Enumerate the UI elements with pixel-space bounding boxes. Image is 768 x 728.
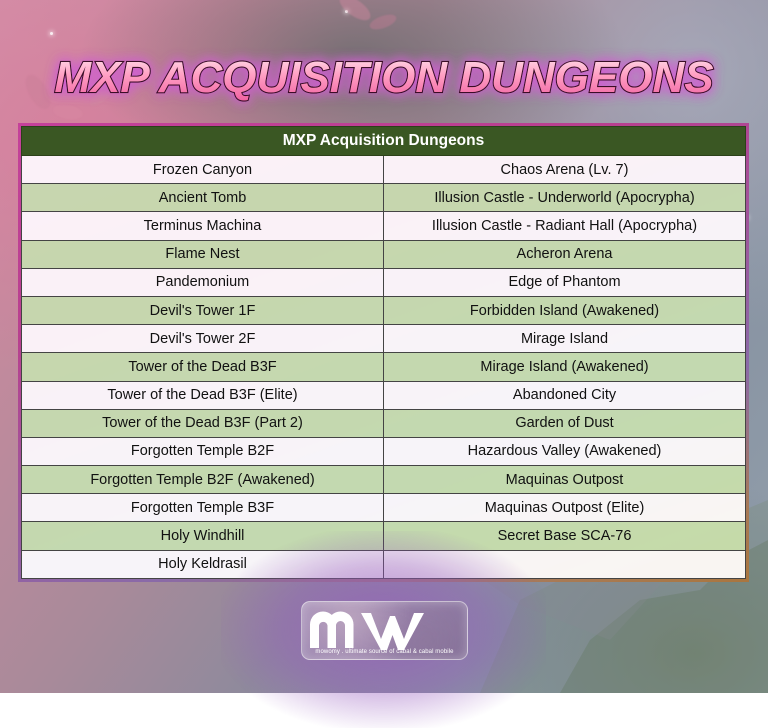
svg-text:MXP ACQUISITION DUNGEONS: MXP ACQUISITION DUNGEONS [54,53,713,102]
